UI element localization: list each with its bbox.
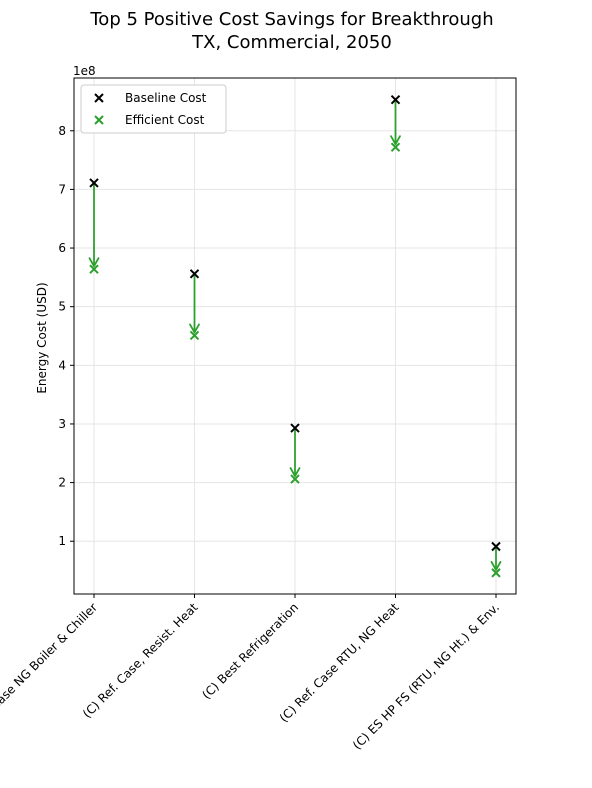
chart-title-line-1: Top 5 Positive Cost Savings for Breakthr… bbox=[89, 9, 493, 30]
baseline-marker bbox=[89, 178, 99, 188]
y-tick-label: 8 bbox=[58, 124, 66, 138]
baseline-marker bbox=[290, 423, 300, 433]
x-tick-label: (C) Ref. Case RTU, NG Heat bbox=[277, 600, 402, 725]
efficient-marker bbox=[491, 568, 501, 578]
y-offset-label: 1e8 bbox=[73, 64, 96, 78]
y-tick-label: 6 bbox=[58, 241, 66, 255]
y-tick-label: 1 bbox=[58, 534, 66, 548]
savings-arrowhead bbox=[390, 135, 401, 146]
legend-label: Baseline Cost bbox=[125, 91, 207, 105]
efficient-marker bbox=[89, 264, 99, 274]
efficient-marker bbox=[290, 474, 300, 484]
baseline-marker bbox=[390, 94, 401, 105]
baseline-marker bbox=[491, 541, 501, 552]
y-axis-label: Energy Cost (USD) bbox=[35, 282, 49, 393]
legend: Baseline Cost Efficient Cost bbox=[80, 84, 227, 134]
x-tick-label: (C) Ref. Case NG Boiler & Chiller bbox=[0, 600, 100, 746]
legend-box bbox=[80, 84, 227, 134]
y-tick-label: 7 bbox=[58, 182, 66, 196]
legend-marker bbox=[94, 115, 104, 125]
savings-arrowhead bbox=[490, 560, 502, 571]
ticks: 1 2 3 4 5 6 7 8 (C) Ref. Case NG Boiler & Chille… bbox=[0, 124, 502, 753]
grid bbox=[74, 78, 516, 594]
efficient-marker bbox=[390, 142, 401, 152]
y-tick-label: 4 bbox=[58, 358, 66, 372]
legend-label: Efficient Cost bbox=[125, 113, 205, 127]
baseline-marker bbox=[189, 269, 200, 279]
y-tick-label: 3 bbox=[58, 417, 66, 431]
x-tick-label: (C) Best Refrigeration bbox=[199, 600, 301, 702]
x-tick-label: (C) Ref. Case, Resist. Heat bbox=[80, 600, 201, 721]
y-tick-label: 5 bbox=[58, 300, 66, 314]
chart-title-line-2: TX, Commercial, 2050 bbox=[191, 32, 392, 53]
savings-arrowhead bbox=[289, 467, 301, 477]
markers bbox=[89, 94, 501, 578]
legend-marker bbox=[94, 93, 104, 103]
arrows bbox=[88, 99, 502, 571]
y-tick-label: 2 bbox=[58, 476, 66, 490]
efficient-marker bbox=[189, 330, 200, 341]
savings-arrowhead bbox=[189, 323, 200, 334]
savings-arrowhead bbox=[88, 257, 100, 268]
